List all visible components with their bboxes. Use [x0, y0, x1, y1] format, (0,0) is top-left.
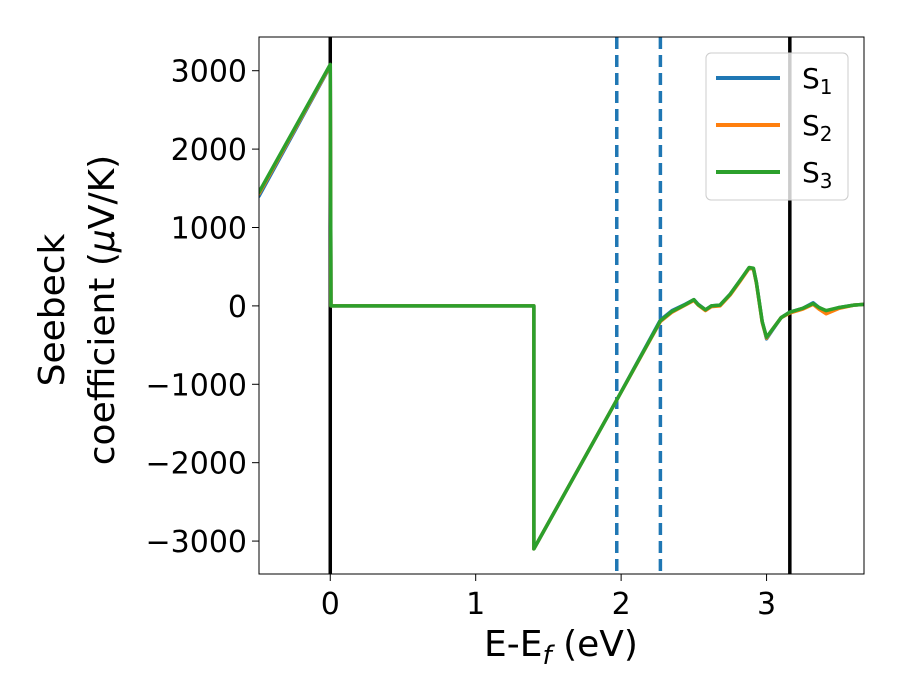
- y-axis-ticks: −3000 −2000 −1000 0 1000 2000 3000: [146, 55, 259, 560]
- y-tick-label: 3000: [171, 55, 247, 90]
- x-axis-ticks: 0 1 2 3: [321, 574, 776, 622]
- x-axis-label-main: E-E: [484, 624, 542, 665]
- x-tick-label: 2: [612, 587, 631, 622]
- x-tick-label: 1: [466, 587, 485, 622]
- legend-label-3: S3: [802, 156, 833, 193]
- legend-label-2: S2: [802, 109, 833, 146]
- y-axis-label-line2: coefficient (μV/K): [82, 155, 123, 465]
- y-tick-label: −3000: [146, 525, 247, 560]
- y-tick-label: −1000: [146, 368, 247, 403]
- y-axis-label-coefficient: coefficient (: [82, 252, 123, 465]
- y-axis-label: Seebeck coefficient (μV/K): [32, 155, 123, 465]
- y-axis-label-line1: Seebeck: [32, 233, 73, 386]
- y-tick-label: 1000: [171, 211, 247, 246]
- x-tick-label: 0: [321, 587, 340, 622]
- y-tick-label: −2000: [146, 447, 247, 482]
- y-tick-label: 0: [228, 290, 247, 325]
- y-axis-label-unit: V/K): [82, 155, 123, 229]
- legend: S1 S2 S3: [705, 52, 849, 201]
- series-lines: [259, 62, 864, 551]
- legend-label-1: S1: [802, 62, 833, 99]
- x-tick-label: 3: [757, 587, 776, 622]
- x-axis-label-unit: (eV): [552, 624, 638, 665]
- y-tick-label: 2000: [171, 133, 247, 168]
- y-axis-label-mu: μ: [82, 229, 123, 253]
- x-axis-label: E-Ef (eV): [484, 624, 638, 671]
- series-line-3: [259, 62, 864, 551]
